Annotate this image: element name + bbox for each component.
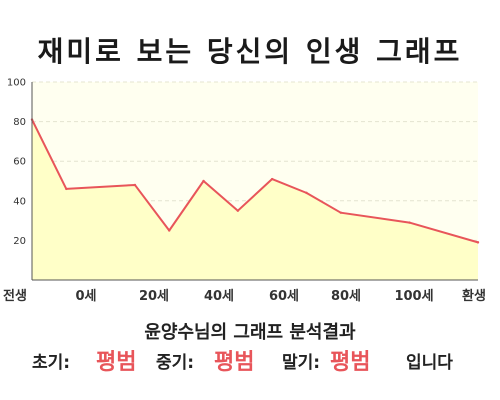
middle-value: 평범 [214, 350, 255, 375]
data-point [339, 211, 342, 214]
x-tick-label: 환생 [462, 288, 486, 304]
data-point [305, 191, 308, 195]
y-tick-label: 100 [7, 78, 26, 89]
y-tick-label: 60 [13, 157, 26, 168]
x-tick-label: 40세 [204, 289, 234, 304]
late-label: 말기: [282, 353, 321, 373]
area-fill [32, 119, 478, 280]
data-point [133, 183, 137, 187]
data-point [168, 229, 171, 232]
x-tick-label: 전생 [3, 288, 27, 304]
data-point [476, 241, 480, 244]
analysis-result-title: 윤양수님의 그래프 분석결과 [144, 322, 356, 343]
y-tick-label: 80 [13, 117, 26, 128]
x-tick-label: 0세 [75, 289, 96, 304]
middle-label: 중기: [156, 353, 195, 373]
x-tick-label: 80세 [331, 289, 361, 304]
early-value: 평범 [96, 350, 137, 375]
data-point [270, 177, 274, 181]
data-point [408, 221, 411, 224]
x-tick-label: 20세 [139, 289, 169, 304]
y-tick-label: 40 [13, 196, 26, 207]
y-tick-label: 20 [13, 236, 26, 247]
x-tick-label: 60세 [269, 289, 299, 304]
data-point [202, 179, 205, 183]
phase-summary: 초기: 평범 중기: 평범 말기: 평범 입니다 [0, 345, 500, 379]
x-tick-label: 100세 [394, 289, 433, 304]
data-point [236, 209, 240, 212]
page-title: 재미로 보는 당신의 인생 그래프 [37, 35, 463, 68]
data-point [65, 187, 68, 191]
late-value: 평범 [330, 350, 371, 375]
closing-text: 입니다 [406, 353, 453, 373]
early-label: 초기: [32, 353, 71, 373]
life-graph-chart: 20 40 60 80 100 전생 0세 20세 40세 60세 80세 100세 환생 [3, 78, 486, 305]
